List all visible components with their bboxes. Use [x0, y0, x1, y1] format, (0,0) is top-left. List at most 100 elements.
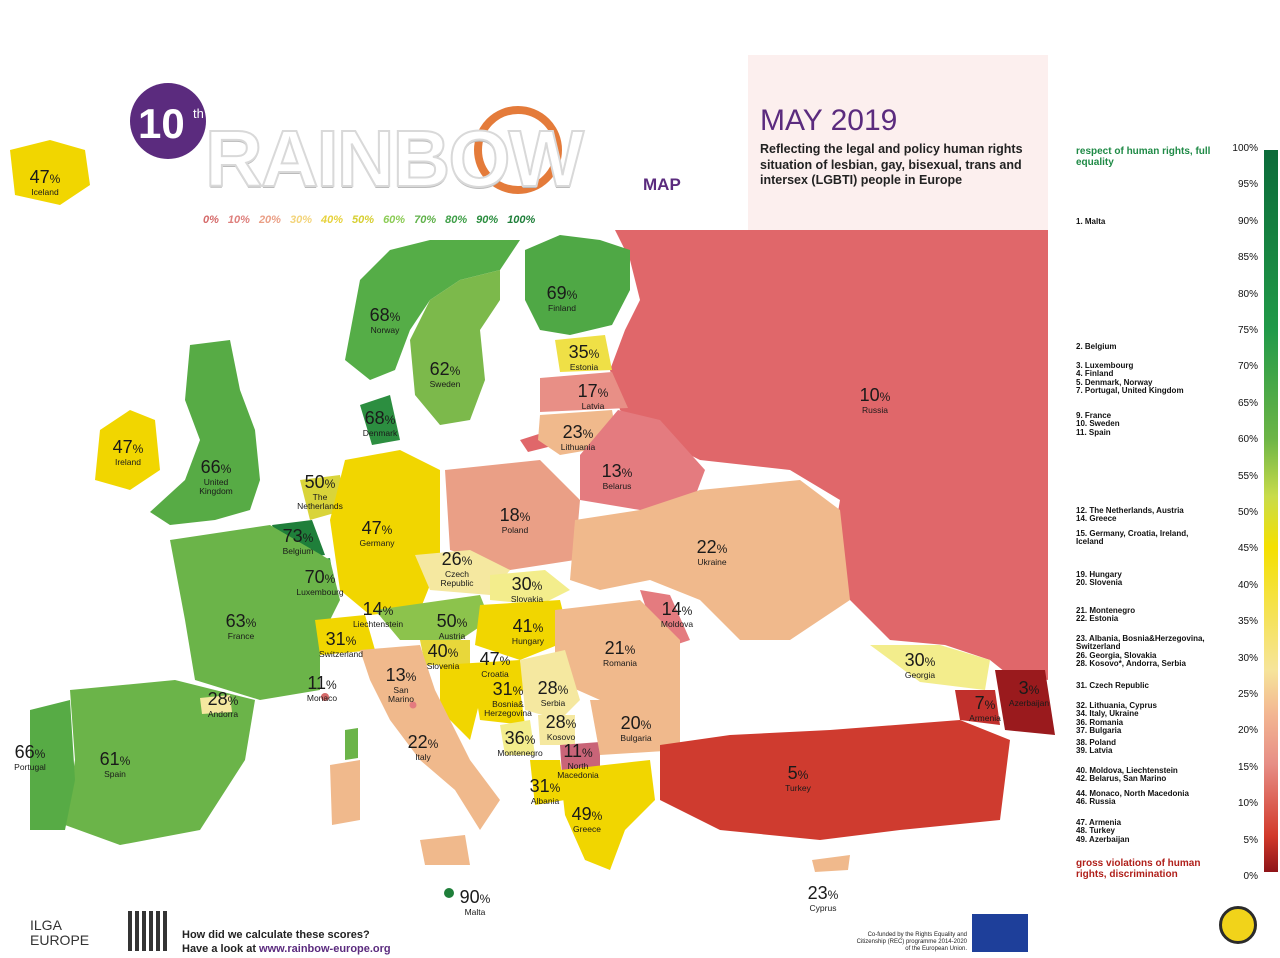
cyprus-shape[interactable] — [812, 855, 850, 872]
albania-shape[interactable] — [530, 760, 565, 805]
hungary-shape[interactable] — [475, 600, 570, 660]
france-shape[interactable] — [170, 525, 340, 700]
scale-label-item: 60% — [383, 214, 406, 226]
romania-shape[interactable] — [555, 600, 680, 700]
czech-shape[interactable] — [415, 550, 510, 595]
armenia-shape[interactable] — [955, 690, 1000, 725]
slovakia-shape[interactable] — [490, 570, 570, 605]
percent-sign: % — [456, 616, 468, 630]
country-score: 7 — [974, 693, 985, 713]
country-label: 47% Iceland — [30, 168, 61, 197]
latvia-shape[interactable] — [540, 372, 628, 412]
percent-sign: % — [302, 531, 314, 545]
turkey-shape[interactable] — [660, 720, 1010, 840]
malta-shape[interactable] — [444, 888, 454, 898]
montenegro-shape[interactable] — [500, 720, 535, 755]
sicily-shape[interactable] — [420, 835, 470, 865]
switzerland-shape[interactable] — [315, 615, 375, 655]
percent-sign: % — [227, 694, 239, 708]
spain-shape[interactable] — [65, 680, 255, 845]
bosnia-shape[interactable] — [475, 690, 525, 725]
azerbaijan-shape[interactable] — [995, 670, 1055, 735]
country-name: Slovenia — [426, 661, 460, 671]
footer-question: How did we calculate these scores? Have … — [182, 928, 391, 957]
ranking-entry: 15. Germany, Croatia, Ireland, Iceland — [1076, 529, 1189, 547]
country-label: 26% Czech Republic — [440, 550, 473, 588]
croatia-shape[interactable] — [440, 660, 525, 740]
percent-sign: % — [324, 477, 336, 491]
country-name: Ireland — [114, 457, 141, 467]
country-name: Italy — [415, 752, 431, 762]
country-score: 22 — [696, 537, 717, 557]
andorra-shape[interactable] — [200, 695, 232, 714]
sardinia-shape[interactable] — [330, 760, 360, 825]
ireland-shape[interactable] — [95, 410, 160, 490]
moldova-shape[interactable] — [640, 590, 690, 650]
country-label: 18% Poland — [500, 506, 531, 535]
percent-sign: % — [597, 386, 609, 400]
russia-shape[interactable] — [610, 230, 1048, 680]
kosovo-shape[interactable] — [538, 715, 575, 745]
country-label: 31% Switzerland — [319, 630, 363, 659]
denmark-shape[interactable] — [360, 395, 400, 445]
san-marino-dot[interactable] — [409, 701, 417, 709]
portugal-shape[interactable] — [30, 700, 75, 830]
italy-shape[interactable] — [360, 645, 500, 830]
norway-shape[interactable] — [345, 240, 520, 380]
country-label: 62% Sweden — [430, 360, 461, 389]
edition-number: 10 — [138, 100, 185, 147]
country-label: 90% Malta — [460, 888, 491, 917]
percent-sign: % — [427, 737, 439, 751]
georgia-shape[interactable] — [870, 645, 990, 690]
sweden-shape[interactable] — [410, 270, 500, 425]
monaco-dot[interactable] — [321, 693, 329, 701]
country-label: 14% Liechtenstein — [353, 600, 403, 629]
belarus-shape[interactable] — [580, 410, 705, 510]
legend-tick: 50% — [1237, 507, 1258, 518]
bulgaria-shape[interactable] — [590, 700, 680, 755]
slovenia-shape[interactable] — [420, 640, 470, 665]
ukraine-shape[interactable] — [570, 480, 850, 640]
country-score: 49 — [571, 804, 592, 824]
country-score: 63 — [225, 611, 246, 631]
scale-label-item: 10% — [227, 214, 250, 226]
country-label: 13% Belarus — [602, 462, 633, 491]
country-score: 41 — [512, 616, 533, 636]
percent-sign: % — [565, 717, 577, 731]
country-name: Moldova — [660, 619, 694, 629]
country-name: Albania — [530, 796, 560, 806]
footer-link[interactable]: www.rainbow-europe.org — [259, 943, 391, 956]
uk-shape[interactable] — [150, 340, 260, 525]
poland-shape[interactable] — [445, 460, 580, 570]
ranking-entry: 19. Hungary 20. Slovenia — [1076, 570, 1123, 588]
qr-code-icon[interactable] — [128, 911, 168, 951]
legend-tick: 65% — [1237, 397, 1258, 409]
iceland-shape[interactable] — [10, 140, 90, 205]
percent-sign: % — [345, 634, 357, 648]
percent-sign: % — [389, 310, 401, 324]
estonia-shape[interactable] — [555, 335, 612, 372]
country-label: 22% Italy — [408, 733, 439, 762]
country-name: Luxembourg — [296, 587, 344, 597]
country-label: 66% United Kingdom — [199, 458, 233, 496]
corsica-shape[interactable] — [345, 728, 358, 760]
country-label: 36% Montenegro — [497, 729, 542, 758]
country-label: 49% Greece — [572, 805, 603, 834]
country-name: The Netherlands — [297, 492, 343, 511]
date-title: MAY 2019 — [760, 104, 898, 137]
country-name: Latvia — [581, 401, 605, 411]
logo-map-label: MAP — [643, 175, 681, 194]
country-score: 31 — [529, 776, 550, 796]
austria-shape[interactable] — [375, 595, 490, 640]
finland-shape[interactable] — [525, 235, 630, 335]
country-score: 13 — [601, 461, 622, 481]
germany-shape[interactable] — [330, 450, 440, 615]
ranking-entry: 47. Armenia 48. Turkey 49. Azerbaijan — [1076, 818, 1130, 844]
country-score: 47 — [479, 649, 500, 669]
serbia-shape[interactable] — [520, 650, 580, 720]
country-label: 11% North Macedonia — [557, 742, 599, 780]
percent-sign: % — [449, 364, 461, 378]
legend-tick: 60% — [1237, 434, 1258, 446]
greece-shape[interactable] — [560, 760, 655, 870]
country-label: 41% Hungary — [512, 617, 544, 646]
